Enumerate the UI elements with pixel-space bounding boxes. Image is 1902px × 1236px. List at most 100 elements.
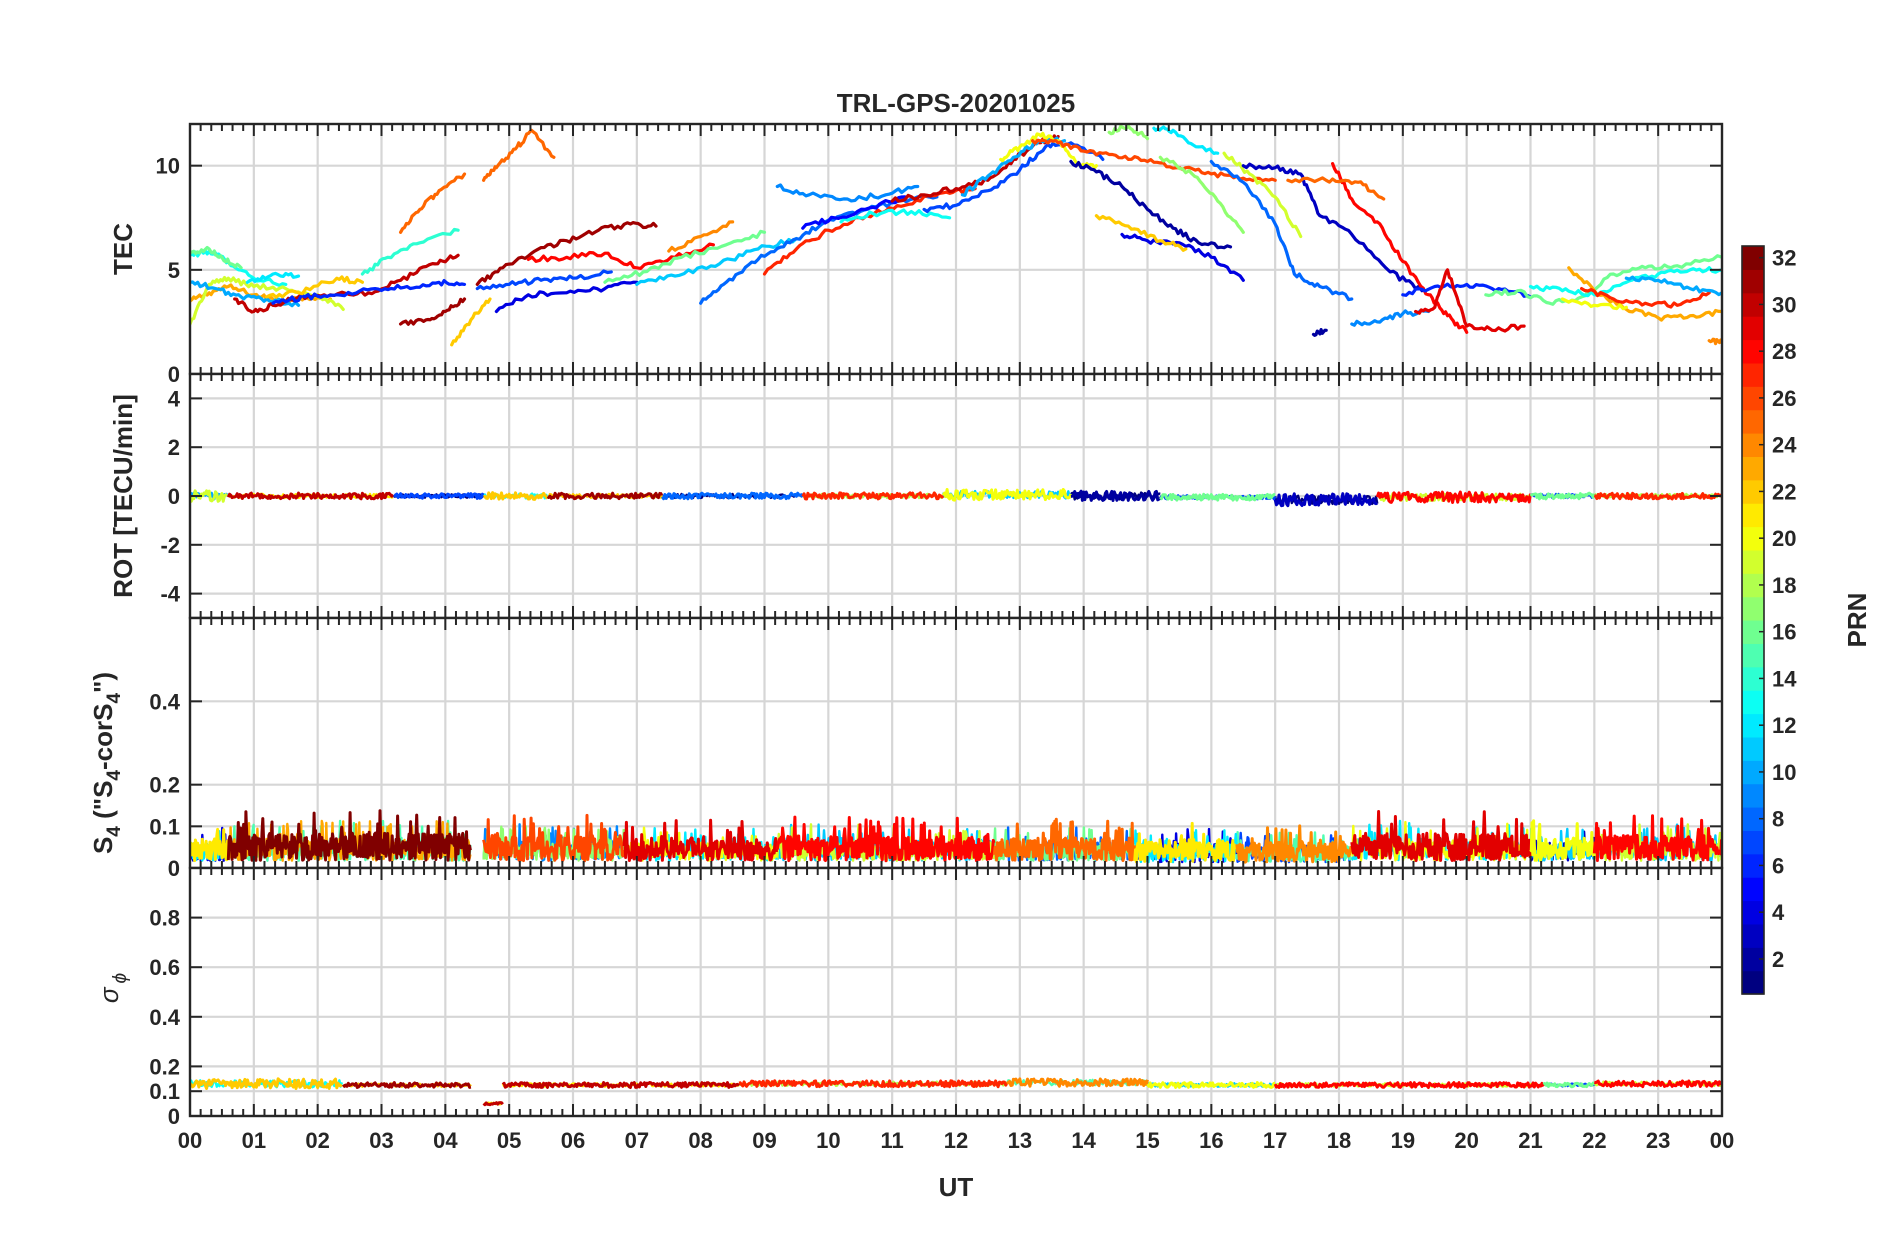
tec-series-prn-31 xyxy=(399,297,467,326)
panel-rot-trace-prn-27 xyxy=(1593,491,1722,501)
x-tick-label: 20 xyxy=(1454,1128,1478,1153)
x-tick-label: 18 xyxy=(1327,1128,1351,1153)
colorbar-bin xyxy=(1742,479,1764,504)
panel-rot-data xyxy=(190,488,1722,508)
tec-series-prn-9 xyxy=(1350,308,1430,327)
x-tick-label: 06 xyxy=(561,1128,585,1153)
colorbar-bin xyxy=(1742,970,1764,995)
x-tick-label: 11 xyxy=(881,1128,904,1153)
colorbar-bin xyxy=(1742,503,1764,528)
x-tick-label: 09 xyxy=(752,1128,776,1153)
tec-series-prn-10 xyxy=(1624,275,1722,297)
panel-rot-ytick-label: -4 xyxy=(160,582,180,607)
colorbar-bin xyxy=(1742,643,1764,668)
colorbar-bin xyxy=(1742,456,1764,481)
tec-series-prn-19 xyxy=(1222,151,1303,239)
tec-series-prn-16 xyxy=(603,229,767,284)
colorbar-bin xyxy=(1742,549,1764,574)
colorbar-bin xyxy=(1742,713,1764,738)
tec-series-prn-24 xyxy=(1707,337,1722,346)
tec-series-prn-25 xyxy=(1286,176,1386,201)
panel-sigma-ylabel: σϕ xyxy=(94,973,131,1003)
panel-rot-trace-prn-31 xyxy=(546,491,664,501)
panel-sigma-trace-prn-24 xyxy=(1005,1077,1149,1088)
colorbar-bin xyxy=(1742,409,1764,434)
tec-series-prn-17 xyxy=(1158,155,1245,234)
panel-tec-ytick-label: 5 xyxy=(168,258,180,283)
panel-sigma-trace-prn-30 xyxy=(501,1081,741,1089)
panel-sigma-trace-prn-28 xyxy=(1273,1081,1545,1089)
tec-series-prn-6 xyxy=(1401,282,1533,299)
colorbar-bin xyxy=(1742,666,1764,691)
tec-series-prn-23 xyxy=(1567,266,1722,322)
colorbar-bin xyxy=(1742,246,1764,270)
panel-rot-trace-prn-3 xyxy=(1273,492,1378,508)
colorbar-tick-label: 20 xyxy=(1772,526,1796,551)
panel-rot-trace-prn-19 xyxy=(190,489,228,503)
tec-series-prn-16 xyxy=(190,245,243,270)
panel-rot-trace-prn-22 xyxy=(483,491,549,501)
colorbar-bin xyxy=(1742,690,1764,715)
panel-s4-trace-prn-24 xyxy=(1235,824,1353,864)
tec-series-prn-10 xyxy=(190,280,301,308)
colorbar-tick-label: 16 xyxy=(1772,620,1796,645)
x-tick-label: 15 xyxy=(1135,1128,1159,1153)
colorbar-tick-label: 6 xyxy=(1772,853,1784,878)
panel-tec-data xyxy=(190,124,1722,347)
x-tick-label: 19 xyxy=(1391,1128,1415,1153)
tec-series-prn-2 xyxy=(1069,159,1233,250)
panel-rot-trace-prn-27 xyxy=(801,491,945,501)
panel-rot-ylabel: ROT [TECU/min] xyxy=(108,394,138,598)
panel-sigma-ytick-label: 0.4 xyxy=(149,1005,180,1030)
tec-series-prn-4 xyxy=(494,280,639,314)
tec-series-prn-9 xyxy=(775,183,920,203)
panel-rot-trace-prn-16 xyxy=(1159,492,1276,502)
colorbar-bin xyxy=(1742,386,1764,411)
x-tick-label: 01 xyxy=(242,1128,266,1153)
colorbar-tick-label: 18 xyxy=(1772,573,1796,598)
panel-sigma-ytick-label: 0.6 xyxy=(149,955,180,980)
colorbar-bin xyxy=(1742,292,1764,317)
x-tick-label: 23 xyxy=(1646,1128,1670,1153)
tec-series-prn-22 xyxy=(1094,214,1188,252)
tec-series-prn-4 xyxy=(1120,232,1245,282)
tec-series-prn-7 xyxy=(922,141,1105,214)
panel-sigma-data xyxy=(190,1077,1722,1107)
colorbar-bin xyxy=(1742,596,1764,621)
x-tick-label: 16 xyxy=(1199,1128,1223,1153)
panel-s4-trace-prn-32 xyxy=(226,809,472,862)
x-tick-label: 07 xyxy=(625,1128,649,1153)
panel-s4-ytick-label: 0.4 xyxy=(149,689,180,714)
x-axis-label: UT xyxy=(939,1172,974,1202)
colorbar-bin xyxy=(1742,877,1764,902)
panel-rot-trace-prn-20 xyxy=(941,488,1073,502)
x-tick-label: 12 xyxy=(944,1128,968,1153)
colorbar-tick-label: 10 xyxy=(1772,760,1796,785)
colorbar-bin xyxy=(1742,316,1764,341)
colorbar-bin xyxy=(1742,830,1764,855)
colorbar-bin xyxy=(1742,362,1764,387)
colorbar-bin xyxy=(1742,269,1764,294)
panel-s4-trace-prn-29 xyxy=(622,818,778,862)
panel-s4-ytick-label: 0.2 xyxy=(149,773,180,798)
tec-series-prn-5 xyxy=(801,195,907,230)
colorbar-bin xyxy=(1742,736,1764,761)
panel-rot-trace-prn-8 xyxy=(661,491,805,501)
panel-sigma-trace-prn-27 xyxy=(738,1079,1009,1089)
panel-s4-trace-prn-28 xyxy=(775,815,996,863)
tec-series-prn-3 xyxy=(1241,162,1424,293)
panel-rot-ytick-label: 4 xyxy=(168,386,181,411)
panel-rot-trace-prn-30 xyxy=(226,491,395,501)
colorbar-tick-label: 32 xyxy=(1772,246,1796,271)
tec-series-prn-25 xyxy=(482,128,556,182)
panel-rot-trace-prn-28 xyxy=(1375,490,1532,504)
x-tick-label: 22 xyxy=(1582,1128,1606,1153)
x-tick-label: 00 xyxy=(1710,1128,1734,1153)
tec-series-prn-11 xyxy=(635,237,798,286)
tec-series-prn-2 xyxy=(1311,328,1328,337)
x-tick-label: 08 xyxy=(688,1128,712,1153)
colorbar-tick-label: 26 xyxy=(1772,386,1796,411)
panel-rot: -4 -2 0 2 4 ROT [TECU/min] xyxy=(108,372,1724,620)
